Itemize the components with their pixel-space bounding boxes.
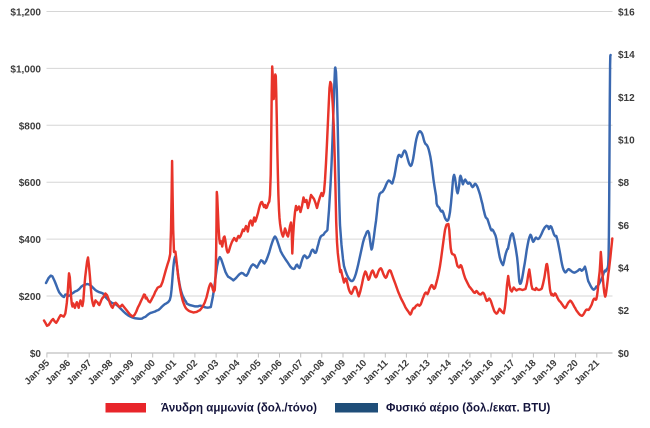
svg-text:$16: $16 [618, 8, 635, 19]
svg-text:$8: $8 [618, 178, 630, 189]
svg-text:$1,000: $1,000 [10, 64, 41, 75]
svg-text:$12: $12 [618, 93, 635, 104]
svg-text:$0: $0 [30, 349, 42, 360]
svg-text:$10: $10 [618, 136, 635, 147]
svg-text:$200: $200 [19, 292, 42, 303]
svg-text:$4: $4 [618, 264, 630, 275]
svg-text:$2: $2 [618, 306, 630, 317]
svg-text:$400: $400 [19, 235, 42, 246]
svg-text:$1,200: $1,200 [10, 8, 41, 19]
svg-text:$800: $800 [19, 121, 42, 132]
svg-text:Άνυδρη αμμωνία (δολ./τόνο): Άνυδρη αμμωνία (δολ./τόνο) [161, 403, 317, 415]
svg-text:$600: $600 [19, 178, 42, 189]
svg-text:Φυσικό αέριο (δολ./εκατ. BTU): Φυσικό αέριο (δολ./εκατ. BTU) [386, 403, 551, 415]
svg-text:$6: $6 [618, 221, 630, 232]
svg-text:$0: $0 [618, 349, 630, 360]
svg-text:$14: $14 [618, 50, 635, 61]
